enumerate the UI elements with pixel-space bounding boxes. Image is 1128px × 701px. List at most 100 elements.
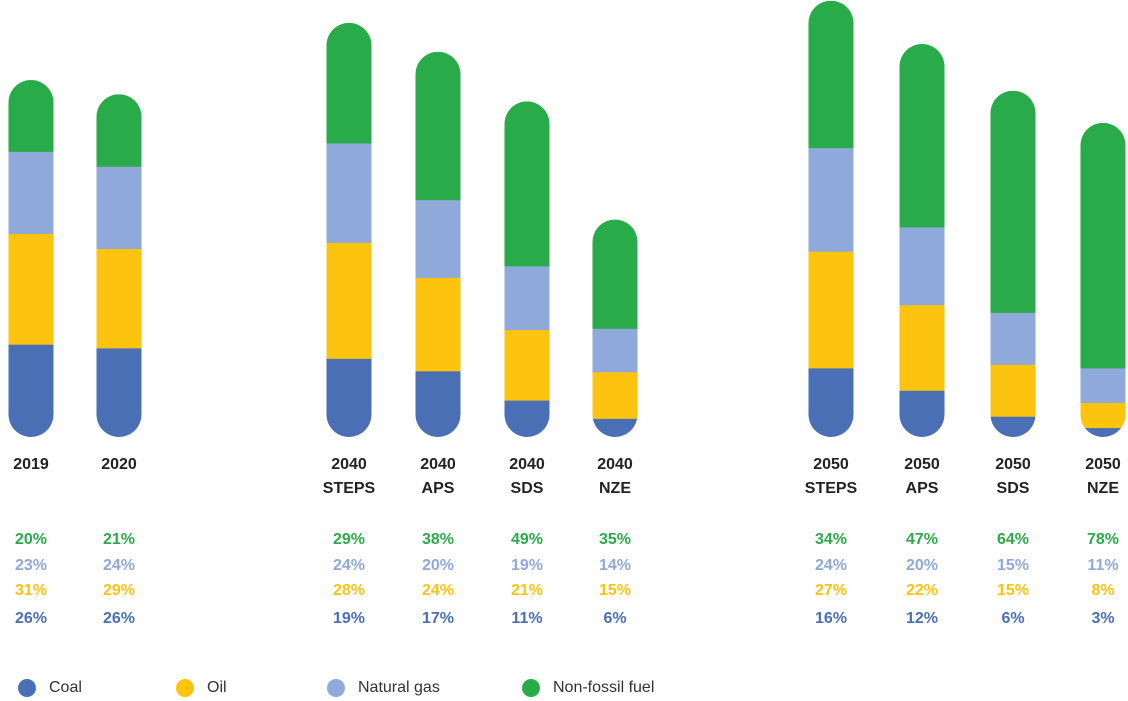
bar-segment <box>415 370 461 438</box>
bar-segment <box>326 22 372 144</box>
bar-segment <box>808 251 854 369</box>
bar-segment <box>808 367 854 438</box>
value-label: 34% <box>814 531 848 548</box>
value-label: 21% <box>102 531 136 548</box>
value-label: 64% <box>996 531 1030 548</box>
bar-segment <box>504 101 550 267</box>
bar-segment <box>1080 367 1126 403</box>
bar-segment <box>990 90 1036 313</box>
value-label: 38% <box>421 531 455 548</box>
bar-segment <box>899 43 945 228</box>
x-tick-label: 2050 NZE <box>1085 456 1121 497</box>
bar-segment <box>96 347 142 437</box>
x-tick-label: 2050 SDS <box>995 456 1031 497</box>
bar-segment <box>1080 427 1126 437</box>
value-label: 15% <box>996 582 1030 599</box>
value-label: 22% <box>905 582 939 599</box>
value-label: 24% <box>102 557 136 574</box>
bar <box>8 80 54 437</box>
value-label: 8% <box>1091 582 1115 599</box>
value-label: 47% <box>905 531 939 548</box>
value-label: 26% <box>102 610 136 627</box>
value-label: 24% <box>332 557 366 574</box>
legend-swatch <box>176 679 194 697</box>
legend-label: Oil <box>207 679 227 696</box>
bar-segment <box>592 371 638 419</box>
bar <box>415 51 461 438</box>
x-tick-label: 2040 APS <box>420 456 456 497</box>
bar-segment <box>96 94 142 167</box>
value-label: 14% <box>598 557 632 574</box>
value-label: 29% <box>102 582 136 599</box>
bar-segment <box>415 277 461 372</box>
value-label: 31% <box>14 582 48 599</box>
value-label: 29% <box>332 531 366 548</box>
x-tick-label: 2040 SDS <box>509 456 545 497</box>
x-tick-label: 2020 <box>101 456 137 473</box>
bar-segment <box>899 390 945 437</box>
value-label: 16% <box>814 610 848 627</box>
bar <box>592 219 638 437</box>
value-label: 20% <box>421 557 455 574</box>
bar-segment <box>899 304 945 391</box>
value-label: 15% <box>598 582 632 599</box>
bar-segment <box>504 329 550 401</box>
legend-swatch <box>522 679 540 697</box>
value-label: 78% <box>1086 531 1120 548</box>
value-label: 21% <box>510 582 544 599</box>
bar-segment <box>990 312 1036 365</box>
x-tick-label: 2019 <box>13 456 49 473</box>
bar-segment <box>899 226 945 306</box>
bar-segment <box>8 233 54 345</box>
value-label: 20% <box>14 531 48 548</box>
value-label: 27% <box>814 582 848 599</box>
value-label: 11% <box>1087 557 1119 574</box>
bar-segment <box>1080 122 1126 369</box>
bar <box>808 0 854 438</box>
legend-swatch <box>327 679 345 697</box>
x-tick-label: 2040 NZE <box>597 456 633 497</box>
bar-segment <box>592 418 638 437</box>
bar-segment <box>808 0 854 149</box>
x-tick-label: 2050 APS <box>904 456 940 497</box>
value-label: 6% <box>603 610 627 627</box>
bar-segment <box>504 400 550 437</box>
bar-segment <box>592 219 638 329</box>
legend-label: Coal <box>49 679 82 696</box>
value-label: 20% <box>905 557 939 574</box>
bar <box>504 101 550 437</box>
value-label: 11% <box>511 610 543 627</box>
bar-segment <box>990 364 1036 417</box>
legend-label: Non-fossil fuel <box>553 679 655 696</box>
value-label: 49% <box>510 531 544 548</box>
bar-segment <box>1080 402 1126 429</box>
bar-segment <box>8 80 54 152</box>
value-label: 17% <box>421 610 455 627</box>
bar-segment <box>326 142 372 243</box>
legend-label: Natural gas <box>358 679 440 696</box>
value-label: 35% <box>598 531 632 548</box>
bar-segment <box>96 166 142 250</box>
value-label: 26% <box>14 610 48 627</box>
value-label: 28% <box>332 582 366 599</box>
value-label: 15% <box>996 557 1030 574</box>
bar-segment <box>96 248 142 349</box>
bar-segment <box>415 51 461 201</box>
bar-segment <box>504 265 550 331</box>
bar <box>990 90 1036 438</box>
value-label: 19% <box>332 610 366 627</box>
bar-segment <box>808 147 854 252</box>
bar <box>1080 122 1126 437</box>
bar-segment <box>415 199 461 278</box>
bar-segment <box>592 328 638 373</box>
legend-swatch <box>18 679 36 697</box>
value-label: 24% <box>814 557 848 574</box>
bar <box>899 43 945 437</box>
value-label: 12% <box>905 610 939 627</box>
value-label: 3% <box>1091 610 1115 627</box>
bar-segment <box>326 242 372 359</box>
x-tick-label: 2040 STEPS <box>322 456 376 497</box>
bar-segment <box>990 416 1036 438</box>
